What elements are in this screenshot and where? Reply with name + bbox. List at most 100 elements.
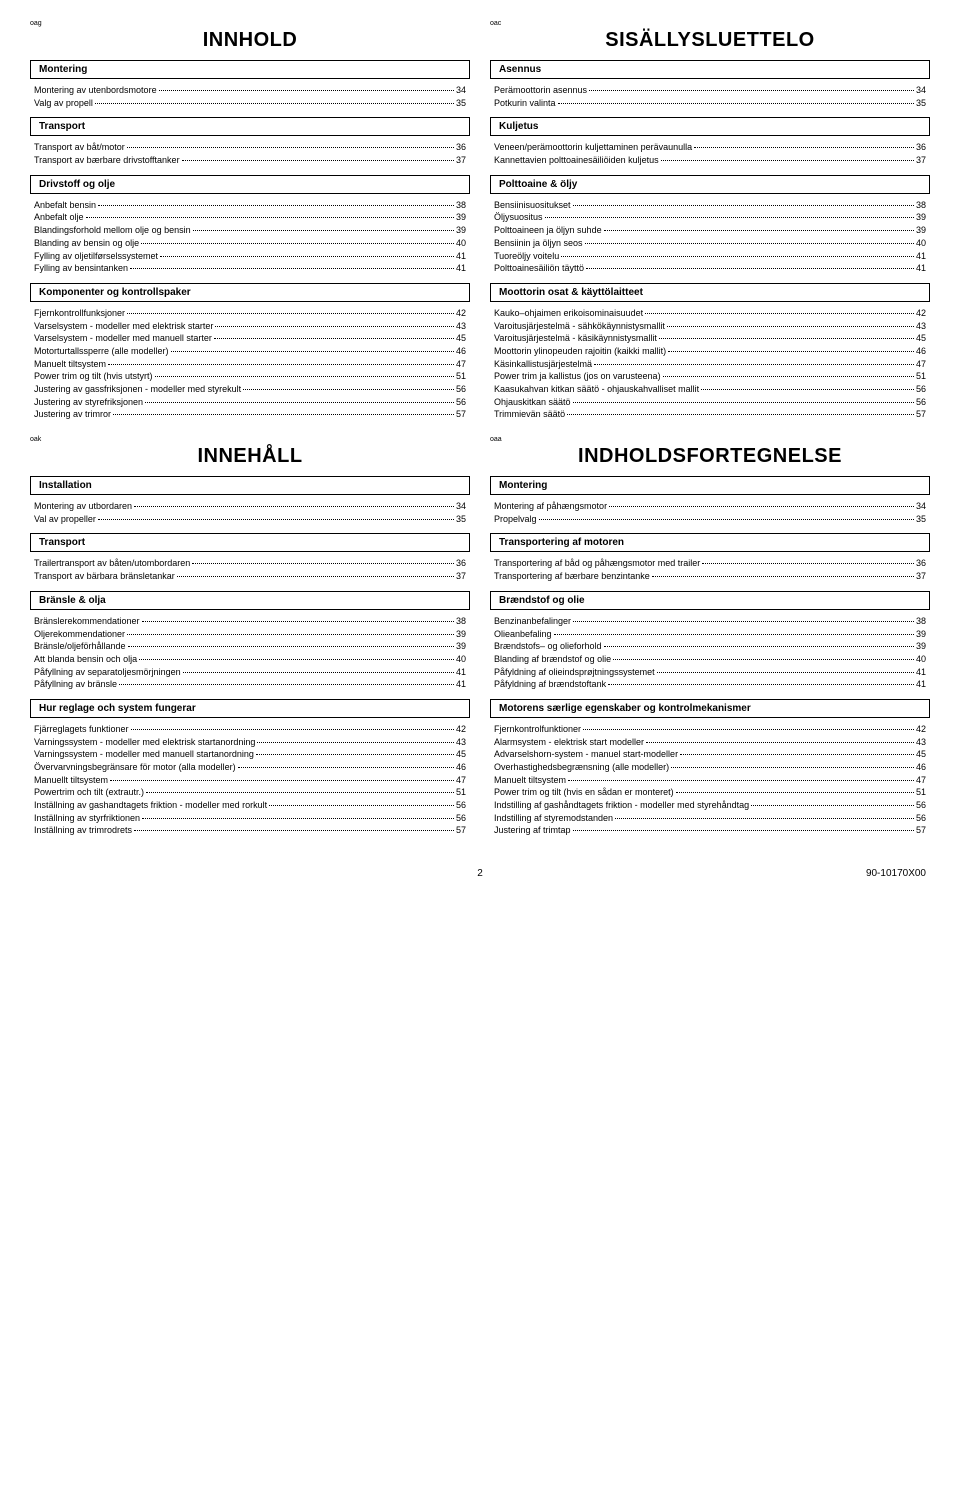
toc-dots xyxy=(567,414,914,415)
toc-row: Varningssystem - modeller med elektrisk … xyxy=(34,737,466,749)
toc-dots xyxy=(573,402,914,403)
toc-label: Anbefalt olje xyxy=(34,212,84,224)
toc-row: Montering af påhængsmotor34 xyxy=(494,501,926,513)
toc-label: Manuelt tiltsystem xyxy=(34,359,106,371)
toc-label: Polttoainesäiliön täyttö xyxy=(494,263,584,275)
toc-row: Fylling av oljetilførselssystemet41 xyxy=(34,251,466,263)
toc-label: Bränslerekommendationer xyxy=(34,616,140,628)
toc-row: Bränslerekommendationer38 xyxy=(34,616,466,628)
toc-page: 37 xyxy=(456,571,466,583)
toc-row: Varselsystem - modeller med manuell star… xyxy=(34,333,466,345)
toc-label: Indstilling af styremodstanden xyxy=(494,813,613,825)
toc-page: 47 xyxy=(456,775,466,787)
col-nor: oag INNHOLD Montering Montering av utenb… xyxy=(30,20,470,422)
toc-row: Inställning av styrfriktionen56 xyxy=(34,813,466,825)
toc-page: 45 xyxy=(456,749,466,761)
toc-label: Propelvalg xyxy=(494,514,537,526)
footer-page: 2 xyxy=(30,868,930,879)
toc-label: Justering av styrefriksjonen xyxy=(34,397,143,409)
col-fin: oac SISÄLLYSLUETTELO Asennus Perämoottor… xyxy=(490,20,930,422)
toc-dots xyxy=(554,634,914,635)
toc-dots xyxy=(98,205,454,206)
toc-page: 36 xyxy=(456,558,466,570)
toc-dots xyxy=(142,818,454,819)
toc-label: Montering av utenbordsmotore xyxy=(34,85,157,97)
toc-dots xyxy=(183,672,454,673)
toc-row: Justering av styrefriksjonen 56 xyxy=(34,397,466,409)
toc-dots xyxy=(646,742,914,743)
toc-page: 56 xyxy=(456,397,466,409)
toc-dots xyxy=(119,684,454,685)
toc-page: 56 xyxy=(456,384,466,396)
toc-label: Påfyldning af olieindsprøjtningssystemet xyxy=(494,667,655,679)
swe-s3-list: Bränslerekommendationer38Oljerekommendat… xyxy=(30,616,470,691)
toc-page: 47 xyxy=(916,359,926,371)
toc-dots xyxy=(134,830,454,831)
toc-row: Oljerekommendationer39 xyxy=(34,629,466,641)
toc-row: Ohjauskitkan säätö56 xyxy=(494,397,926,409)
toc-dots xyxy=(702,563,914,564)
toc-row: Kauko–ohjaimen erikoisominaisuudet42 xyxy=(494,308,926,320)
toc-label: Kaasukahvan kitkan säätö - ohjauskahvall… xyxy=(494,384,699,396)
toc-row: Påfyllning av separatoljesmörjningen41 xyxy=(34,667,466,679)
toc-row: Att blanda bensin och olja 40 xyxy=(34,654,466,666)
tag-oac: oac xyxy=(490,20,930,27)
toc-row: Alarmsystem - elektrisk start modeller43 xyxy=(494,737,926,749)
toc-page: 39 xyxy=(456,629,466,641)
toc-label: Overhastighedsbegrænsning (alle modeller… xyxy=(494,762,669,774)
nor-s1-list: Montering av utenbordsmotore34Valg av pr… xyxy=(30,85,470,109)
toc-page: 39 xyxy=(456,212,466,224)
tag-oaa: oaa xyxy=(490,436,930,443)
toc-row: Moottorin ylinopeuden rajoitin (kaikki m… xyxy=(494,346,926,358)
toc-label: Tuoreöljy voitelu xyxy=(494,251,559,263)
toc-page: 40 xyxy=(456,654,466,666)
title-indholds: INDHOLDSFORTEGNELSE xyxy=(490,445,930,468)
toc-row: Indstilling af styremodstanden56 xyxy=(494,813,926,825)
toc-row: Transportering af bærbare benzintanke37 xyxy=(494,571,926,583)
dan-s4-header: Motorens særlige egenskaber og kontrolme… xyxy=(490,699,930,718)
toc-dots xyxy=(127,313,454,314)
toc-label: Perämoottorin asennus xyxy=(494,85,587,97)
toc-dots xyxy=(613,659,914,660)
toc-row: Val av propeller35 xyxy=(34,514,466,526)
toc-dots xyxy=(128,646,454,647)
toc-dots xyxy=(238,767,454,768)
toc-label: Trimmievän säätö xyxy=(494,409,565,421)
toc-dots xyxy=(583,729,914,730)
toc-page: 40 xyxy=(456,238,466,250)
fin-s4-header: Moottorin osat & käyttölaitteet xyxy=(490,283,930,302)
toc-label: Fjärreglagets funktioner xyxy=(34,724,129,736)
toc-row: Transport av bærbare drivstofftanker37 xyxy=(34,155,466,167)
toc-row: Inställning av trimrodrets57 xyxy=(34,825,466,837)
toc-dots xyxy=(193,230,454,231)
toc-label: Brændstofs– og olieforhold xyxy=(494,641,602,653)
toc-dots xyxy=(86,217,454,218)
toc-dots xyxy=(608,684,914,685)
toc-page: 35 xyxy=(916,514,926,526)
toc-row: Tuoreöljy voitelu41 xyxy=(494,251,926,263)
toc-page: 34 xyxy=(916,501,926,513)
toc-page: 39 xyxy=(456,641,466,653)
fin-s2-list: Veneen/perämoottorin kuljettaminen peräv… xyxy=(490,142,930,166)
swe-s1-list: Montering av utbordaren34Val av propelle… xyxy=(30,501,470,525)
toc-dots xyxy=(177,576,454,577)
dan-s4-list: Fjernkontrolfunktioner42Alarmsystem - el… xyxy=(490,724,930,837)
toc-row: Power trim og tilt (hvis en sådan er mon… xyxy=(494,787,926,799)
toc-row: Valg av propell35 xyxy=(34,98,466,110)
toc-dots xyxy=(657,672,914,673)
toc-page: 40 xyxy=(916,238,926,250)
tag-oak: oak xyxy=(30,436,470,443)
fin-s3-header: Polttoaine & öljy xyxy=(490,175,930,194)
toc-dots xyxy=(589,90,914,91)
toc-row: Kannettavien polttoainesäiliöiden kuljet… xyxy=(494,155,926,167)
toc-label: Transportering af bærbare benzintanke xyxy=(494,571,650,583)
toc-label: Att blanda bensin och olja xyxy=(34,654,137,666)
col-swe: oak INNEHÅLL Installation Montering av u… xyxy=(30,436,470,838)
toc-page: 56 xyxy=(916,397,926,409)
toc-page: 47 xyxy=(916,775,926,787)
toc-label: Blandingsforhold mellom olje og bensin xyxy=(34,225,191,237)
toc-page: 46 xyxy=(916,346,926,358)
toc-label: Motorturtallssperre (alle modeller) xyxy=(34,346,169,358)
toc-label: Valg av propell xyxy=(34,98,93,110)
toc-dots xyxy=(243,389,454,390)
